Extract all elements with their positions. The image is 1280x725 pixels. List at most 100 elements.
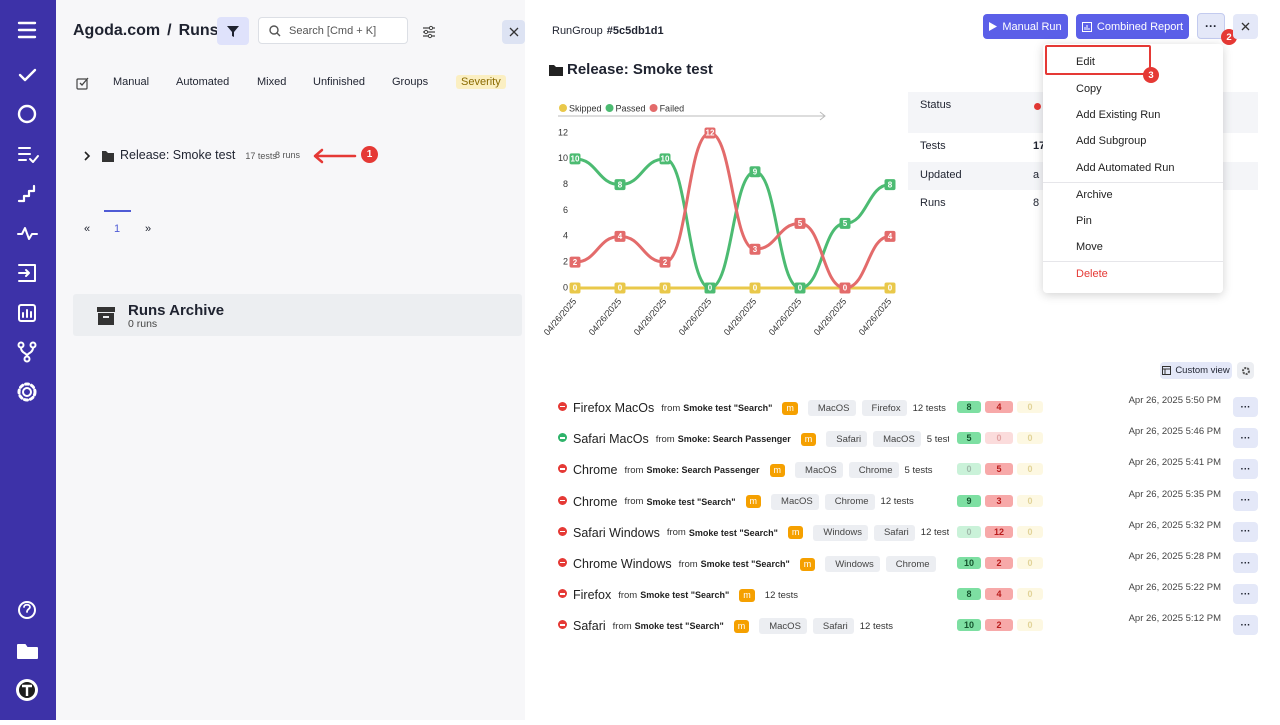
status-icon <box>558 526 567 536</box>
tree-row[interactable]: Release: Smoke test 17 tests <box>120 148 277 162</box>
settings-sliders[interactable] <box>422 25 436 39</box>
point-marker <box>614 282 626 294</box>
run-suite: Smoke test "Search" <box>634 621 724 632</box>
sidebar <box>0 0 56 720</box>
skipped-count: 0 <box>1017 619 1043 632</box>
point-marker <box>839 217 851 229</box>
info-label: Tests <box>920 140 946 152</box>
passed-count: 8 <box>957 401 981 413</box>
x-tick-label: 04/26/2025 <box>542 296 579 337</box>
project-name[interactable]: Agoda.com <box>73 22 161 39</box>
run-row[interactable]: Safari MacOs from Smoke: Search Passenger m… <box>552 423 1262 453</box>
type-badge: m <box>800 432 817 446</box>
search-box[interactable]: Search [Cmd + K] <box>258 17 408 44</box>
tab[interactable]: Groups <box>392 76 429 88</box>
data-label: 0 <box>843 284 848 293</box>
row-menu-button[interactable]: ··· <box>1233 584 1258 605</box>
menu-item[interactable]: Add Existing Run <box>1043 103 1223 127</box>
run-name[interactable]: Safari Windows <box>573 525 660 540</box>
data-label: 4 <box>888 232 893 241</box>
tab[interactable]: Mixed <box>257 76 287 88</box>
run-row[interactable]: Chrome Windows from Smoke test "Search" m Wi… <box>552 548 1262 578</box>
menu-label: Copy <box>1076 83 1102 95</box>
run-row[interactable]: Safari from Smoke test "Search" m MacOS Safar… <box>552 610 1262 640</box>
run-row[interactable]: Chrome from Smoke test "Search" m MacOS Chrom… <box>552 486 1262 516</box>
info-label: Status <box>920 99 952 111</box>
row-menu-button[interactable]: ··· <box>1233 521 1258 542</box>
status-icon <box>558 464 567 474</box>
menu-item[interactable]: Pin <box>1043 209 1223 233</box>
run-name[interactable]: Safari MacOs <box>573 432 649 447</box>
run-row[interactable]: Firefox from Smoke test "Search" m 12 tests 8… <box>552 579 1262 609</box>
row-menu-button[interactable]: ··· <box>1233 397 1258 417</box>
tag-label: MacOS <box>781 496 813 508</box>
row-menu-button[interactable]: ··· <box>1233 428 1258 449</box>
tab[interactable]: Manual <box>113 76 150 88</box>
run-row[interactable]: Safari Windows from Smoke test "Search" m Wi… <box>552 517 1262 547</box>
close-pane-button[interactable] <box>502 20 525 44</box>
tab[interactable]: Unfinished <box>313 76 365 88</box>
run-from: from <box>612 620 632 632</box>
row-menu-button[interactable]: ··· <box>1233 553 1258 573</box>
view-icon <box>1162 366 1172 375</box>
menu-item[interactable]: Delete <box>1043 262 1223 286</box>
point-marker <box>884 282 896 294</box>
menu-item[interactable]: Copy <box>1043 77 1223 101</box>
menu-item[interactable]: Add Subgroup <box>1043 129 1223 153</box>
combined-report-button[interactable]: Combined Report <box>1076 14 1189 39</box>
run-summary: Firefox MacOs from Smoke test "Search" m Mac… <box>573 399 949 417</box>
data-label: 12 <box>706 129 715 138</box>
row-menu-button[interactable]: ··· <box>1233 615 1258 636</box>
group-name[interactable]: Release: Smoke test <box>120 148 236 162</box>
point-marker <box>749 166 761 178</box>
manual-run-button[interactable]: Manual Run <box>983 14 1068 39</box>
run-row[interactable]: Chrome from Smoke: Search Passenger m MacOS C… <box>552 454 1262 484</box>
run-name[interactable]: Chrome Windows <box>573 557 672 571</box>
row-menu-button[interactable]: ··· <box>1233 459 1258 480</box>
run-name[interactable]: Firefox <box>573 588 612 603</box>
view-settings[interactable] <box>1237 362 1254 379</box>
run-summary: Safari Windows from Smoke test "Search" m Wi… <box>573 524 949 542</box>
page-prev[interactable]: « <box>84 223 91 235</box>
custom-view-button[interactable]: Custom view <box>1160 362 1232 379</box>
group-heading: Release: Smoke test <box>567 61 713 78</box>
passed-count: 8 <box>957 588 981 601</box>
row-menu-button[interactable]: ··· <box>1233 490 1258 511</box>
more-button[interactable]: ··· <box>1197 13 1225 39</box>
run-row[interactable]: Firefox MacOs from Smoke test "Search" m Mac… <box>552 392 1262 422</box>
menu-item[interactable]: Move <box>1043 235 1223 259</box>
tab[interactable]: Severity <box>456 75 506 89</box>
tag-label: Windows <box>835 558 874 570</box>
run-suite: Smoke: Search Passenger <box>677 434 791 445</box>
run-name[interactable]: Chrome <box>573 463 618 478</box>
info-value: 17 <box>1033 140 1046 152</box>
menu-item[interactable]: Edit <box>1043 50 1223 74</box>
menu-item[interactable]: Archive <box>1043 183 1223 207</box>
runs-archive[interactable]: Runs Archive 0 runs <box>73 294 522 336</box>
type-badge: m <box>745 495 762 509</box>
status-glyph <box>560 624 565 626</box>
env-tag: Safari <box>812 618 854 635</box>
menu-item[interactable]: Add Automated Run <box>1043 156 1223 180</box>
data-label: 0 <box>753 284 758 293</box>
run-name[interactable]: Firefox MacOs <box>573 401 655 415</box>
filter-button[interactable] <box>217 17 249 45</box>
page-next[interactable]: » <box>145 223 152 235</box>
legend-label: Skipped <box>569 103 602 113</box>
type-badge: m <box>787 526 804 540</box>
tab[interactable]: Automated <box>176 76 230 88</box>
close-button[interactable] <box>1233 14 1258 39</box>
failed-count: 5 <box>985 463 1013 476</box>
run-suite: Smoke test "Search" <box>688 527 778 538</box>
page-number[interactable]: 1 <box>114 223 121 235</box>
run-name[interactable]: Chrome <box>573 494 618 509</box>
context-menu: Edit Copy Add Existing Run Add Subgroup Add … <box>1043 44 1223 293</box>
run-name[interactable]: Safari <box>573 619 606 634</box>
select-icon[interactable] <box>76 76 90 90</box>
button-label: Manual Run <box>1002 20 1062 33</box>
status-glyph <box>560 468 565 470</box>
env-tag: Safari <box>826 431 868 448</box>
point-marker <box>884 179 896 191</box>
run-suite: Smoke test "Search" <box>640 590 730 601</box>
